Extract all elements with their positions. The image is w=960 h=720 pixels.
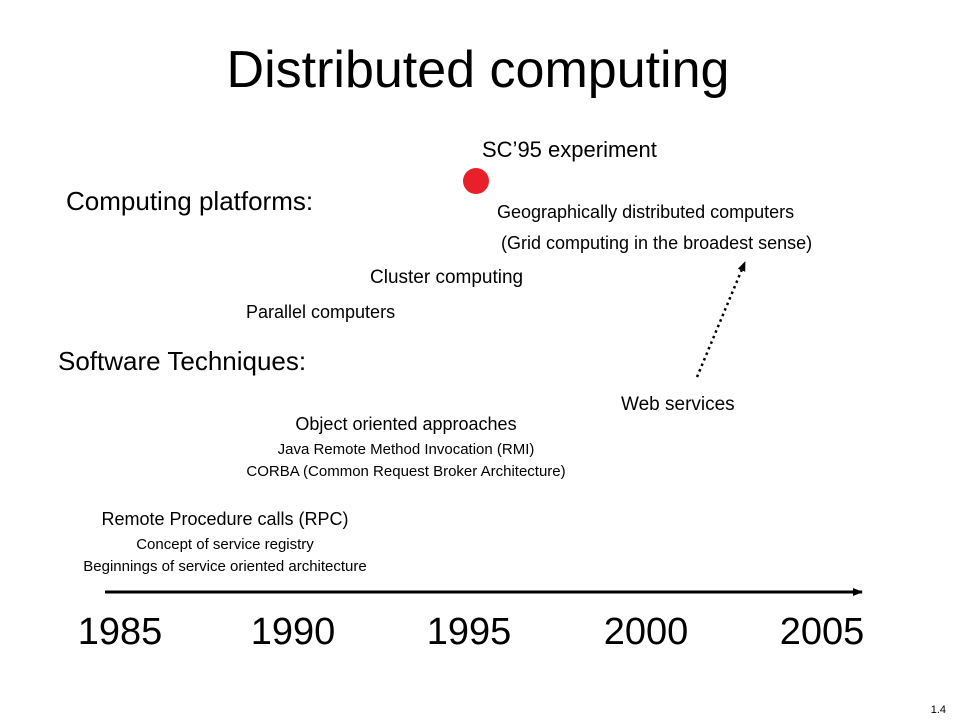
rpc-title: Remote Procedure calls (RPC) [101,509,349,529]
timeline-year-1990: 1990 [250,611,336,653]
web-services-label: Web services [621,394,735,415]
slide-number: 1.4 [930,704,946,716]
corba-label: CORBA (Common Request Broker Architectur… [246,463,566,480]
service-registry-label: Concept of service registry [136,536,314,553]
computing-platforms-heading: Computing platforms: [66,186,314,216]
parallel-computers-label: Parallel computers [246,302,396,322]
grid-computing-label: (Grid computing in the broadest sense) [501,233,813,253]
timeline-year-1985: 1985 [77,611,163,653]
timeline-year-2005: 2005 [779,611,865,653]
web-services-to-grid-arrow [695,261,747,378]
timeline-year-2000: 2000 [603,611,689,653]
java-rmi-label: Java Remote Method Invocation (RMI) [277,441,535,458]
sc95-marker-dot [463,168,489,194]
object-oriented-title: Object oriented approaches [295,414,517,434]
cluster-computing-label: Cluster computing [370,267,524,288]
soa-beginnings-label: Beginnings of service oriented architect… [83,558,367,575]
geographic-distribution-label: Geographically distributed computers [497,202,795,222]
software-techniques-heading: Software Techniques: [58,346,307,376]
sc95-experiment-label: SC’95 experiment [482,137,657,162]
page-title: Distributed computing [226,41,730,99]
timeline-year-1995: 1995 [426,611,512,653]
